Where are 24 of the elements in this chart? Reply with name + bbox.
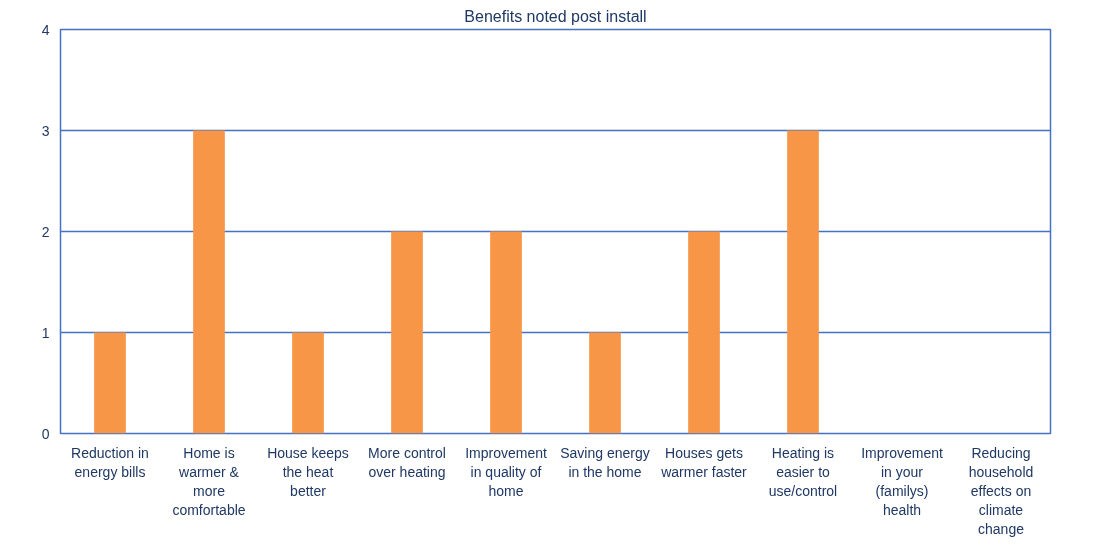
x-tick-label: Reducing household effects on climate change bbox=[968, 444, 1034, 538]
x-tick-label: Improvement in your (familys) health bbox=[861, 444, 943, 519]
x-tick-label: More control over heating bbox=[368, 444, 446, 480]
y-tick-label: 2 bbox=[41, 223, 50, 240]
x-tick-label: House keeps the heat better bbox=[267, 444, 349, 499]
bar bbox=[787, 130, 819, 434]
chart-title: Benefits noted post install bbox=[464, 7, 647, 25]
bar bbox=[490, 231, 522, 434]
x-tick-label: Saving energy in the home bbox=[560, 444, 650, 480]
x-tick-label: Reduction in energy bills bbox=[71, 444, 149, 480]
bar bbox=[292, 332, 324, 434]
bar bbox=[688, 231, 720, 434]
x-tick-label: Houses gets warmer faster bbox=[660, 444, 748, 480]
y-tick-label: 4 bbox=[41, 21, 50, 38]
bar bbox=[193, 130, 225, 434]
x-tick-label: Improvement in quality of home bbox=[465, 444, 547, 499]
x-tick-label: Home is warmer & more comfortable bbox=[172, 444, 246, 519]
y-tick-label: 3 bbox=[41, 122, 50, 139]
y-tick-label: 0 bbox=[41, 425, 50, 442]
bar bbox=[391, 231, 423, 434]
bar bbox=[94, 332, 126, 434]
y-tick-label: 1 bbox=[41, 324, 50, 341]
x-tick-label: Heating is easier to use/control bbox=[768, 444, 838, 499]
bar bbox=[589, 332, 621, 434]
